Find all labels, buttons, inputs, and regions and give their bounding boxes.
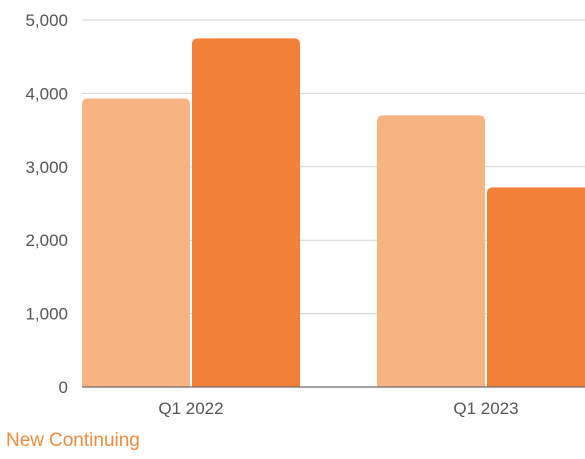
x-tick-label: Q1 2023 <box>453 399 518 418</box>
y-tick-label: 2,000 <box>25 231 68 250</box>
y-tick-label: 4,000 <box>25 84 68 103</box>
bar-continuing-1 <box>487 187 585 387</box>
legend: New Continuing <box>6 430 140 452</box>
y-tick-label: 5,000 <box>25 11 68 30</box>
y-tick-label: 3,000 <box>25 158 68 177</box>
legend-item-new: New <box>6 430 45 451</box>
x-tick-label: Q1 2022 <box>158 399 223 418</box>
y-tick-label: 0 <box>59 378 68 397</box>
legend-item-continuing: Continuing <box>49 430 140 451</box>
bar-new-0 <box>82 98 190 388</box>
y-tick-label: 1,000 <box>25 305 68 324</box>
bar-continuing-0 <box>192 38 300 387</box>
bar-new-1 <box>377 115 485 388</box>
